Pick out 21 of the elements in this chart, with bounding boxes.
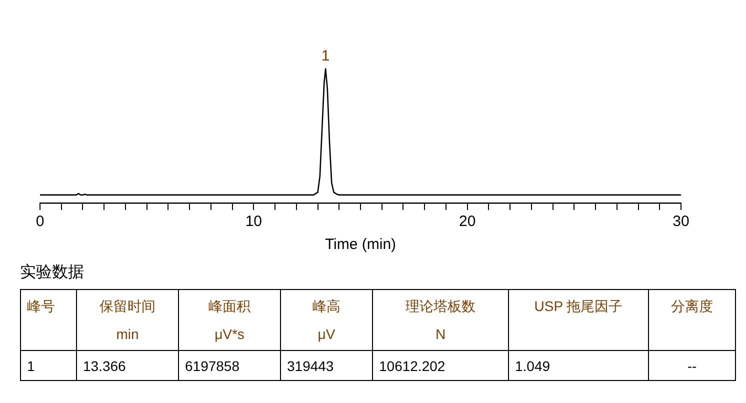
x-tick-label: 0: [36, 213, 44, 230]
x-tick-label: 10: [245, 213, 262, 230]
x-tick-label: 30: [672, 213, 690, 230]
x-tick-label: 20: [458, 213, 476, 230]
text: 1: [27, 358, 35, 374]
category-label: 分离度: [670, 297, 714, 316]
category-label: 保留时间 min: [98, 297, 156, 344]
annotation: 1: [321, 47, 330, 64]
category-label: 峰高 μV: [312, 297, 342, 344]
text: 6197858: [185, 358, 240, 374]
text: 319443: [287, 358, 334, 374]
category-label: USP 拖尾因子: [533, 297, 624, 316]
text: 10612.202: [379, 358, 446, 374]
x-axis-title: Time (min): [324, 236, 396, 254]
text: 13.366: [83, 358, 126, 374]
category-label: 峰号: [27, 297, 56, 316]
text: --: [687, 358, 697, 374]
text: 实验数据: [20, 262, 85, 283]
text: 1.049: [515, 358, 550, 374]
category-label: 峰面积 μV*s: [208, 297, 252, 344]
category-label: 理论塔板数 N: [404, 297, 476, 344]
